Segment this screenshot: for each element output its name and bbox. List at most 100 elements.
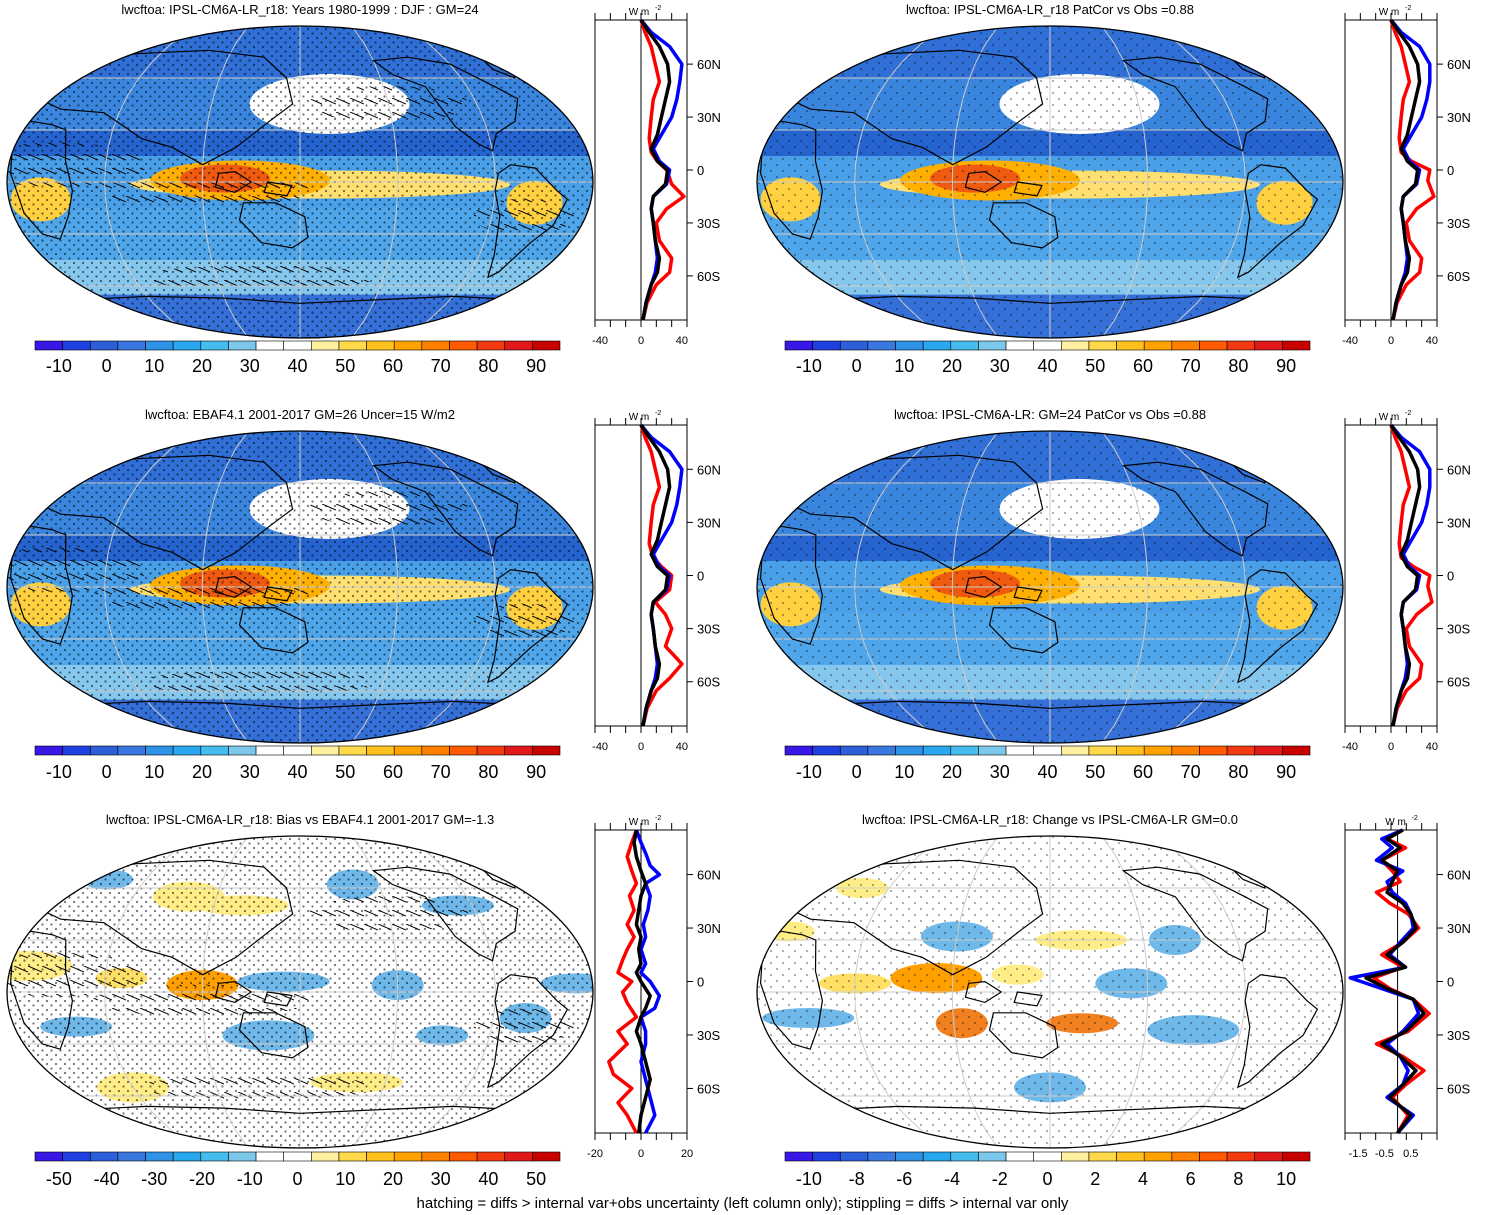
colorbar-label: 50 <box>335 356 355 376</box>
colorbar-label: 20 <box>383 1169 403 1189</box>
colorbar-swatch <box>1088 340 1117 351</box>
profile-series-black <box>632 829 652 1134</box>
colorbar-swatch <box>839 340 869 351</box>
profile-lat-label: 30N <box>697 515 721 530</box>
colorbar-swatch <box>1171 340 1200 351</box>
profile-lat-label: 60N <box>697 462 721 477</box>
zonal-profile: -40 0 40 W m -2 60N 30N 0 30S 60S <box>1342 410 1471 753</box>
coastline <box>988 1012 1059 1059</box>
graticule-lon <box>1153 26 1246 338</box>
profile-series-blue <box>1348 828 1421 1135</box>
colorbar-label: 0 <box>852 762 862 782</box>
colorbar-swatch <box>89 745 119 756</box>
graticule-lon <box>854 431 947 743</box>
colorbar-swatch <box>449 745 478 756</box>
colorbar-swatch <box>62 1151 91 1162</box>
colorbar-swatch <box>1226 745 1256 756</box>
profile-series-blue <box>639 423 684 727</box>
graticule <box>757 26 1343 338</box>
colorbar-swatch <box>255 1151 284 1162</box>
profile-lat-label: 30S <box>1447 1028 1470 1043</box>
colorbar-label: 60 <box>383 356 403 376</box>
colorbar-swatch <box>867 1151 896 1162</box>
coastline <box>214 170 253 194</box>
colorbar-swatch <box>1116 745 1145 756</box>
graticule-lon <box>104 26 197 338</box>
colorbar-label: 90 <box>526 762 546 782</box>
colorbar-swatch <box>1033 1151 1062 1162</box>
graticule-lon <box>854 836 947 1148</box>
colorbar-swatch <box>1171 745 1200 756</box>
map-border <box>6 25 594 339</box>
profile-unit-exp: -2 <box>1405 5 1411 12</box>
colorbar-swatch <box>145 340 174 351</box>
profile-xtick-label: -1.5 <box>1349 1148 1368 1160</box>
profile-xtick-label: -40 <box>592 335 608 347</box>
colorbar-swatch <box>34 340 63 351</box>
colorbar-swatch <box>1254 1151 1283 1162</box>
colorbar-label: 10 <box>335 1169 355 1189</box>
colorbar-swatch <box>1033 745 1062 756</box>
colorbar-label: 70 <box>431 762 451 782</box>
coastline <box>1013 991 1043 1007</box>
colorbar: -10 0 10 20 30 40 50 60 70 80 90 <box>34 340 561 376</box>
map-field <box>7 836 593 1148</box>
graticule-lon <box>1153 836 1246 1148</box>
colorbar-swatch <box>393 340 423 351</box>
profile-unit-exp: -2 <box>655 5 661 12</box>
coastline <box>486 974 569 1089</box>
colorbar-swatch <box>1282 340 1311 351</box>
colorbar-swatch <box>421 745 450 756</box>
profile-unit: W m <box>1385 817 1406 828</box>
colorbar-swatch <box>922 1151 952 1162</box>
colorbar-swatch <box>172 340 202 351</box>
profile-series-blue <box>634 829 662 1134</box>
panel-5: lwcftoa: IPSL-CM6A-LR_r18: Bias vs EBAF4… <box>6 812 721 1189</box>
colorbar-swatch <box>338 1151 367 1162</box>
graticule-lon <box>854 26 947 338</box>
colorbar-swatch <box>338 340 367 351</box>
profile-series-red <box>1389 19 1436 321</box>
colorbar-swatch <box>532 1151 561 1162</box>
graticule-lon <box>201 836 249 1148</box>
coastline <box>822 1105 1278 1148</box>
colorbar-swatch <box>366 1151 395 1162</box>
colorbar-swatch <box>1143 1151 1173 1162</box>
hatching-overlay <box>138 265 379 290</box>
colorbar-swatch <box>839 1151 869 1162</box>
coastline <box>1121 56 1269 152</box>
colorbar-swatch <box>255 745 284 756</box>
colorbar-swatch <box>449 340 478 351</box>
colorbar-swatch <box>476 1151 506 1162</box>
colorbar-label: 60 <box>1133 762 1153 782</box>
colorbar-label: -4 <box>944 1169 960 1189</box>
colorbar: -10 0 10 20 30 40 50 60 70 80 90 <box>784 745 1311 782</box>
hatching-overlay <box>138 670 379 695</box>
profile-unit: W m <box>629 817 650 828</box>
footer-caption: hatching = diffs > internal var+obs unce… <box>416 1195 1069 1212</box>
colorbar: -50 -40 -30 -20 -10 0 10 20 30 40 50 <box>34 1151 561 1189</box>
profile-lat-label: 60N <box>1447 462 1471 477</box>
profile-xtick-label: 0 <box>638 335 644 347</box>
graticule-lon <box>104 431 197 743</box>
colorbar-label: 30 <box>240 356 260 376</box>
colorbar-swatch <box>867 745 896 756</box>
profile-lat-label: 60S <box>1447 675 1470 690</box>
coastline <box>37 454 294 571</box>
graticule-lon <box>1101 26 1149 338</box>
panel-title: lwcftoa: IPSL-CM6A-LR_r18: Bias vs EBAF4… <box>106 812 494 827</box>
colorbar-label: 30 <box>431 1169 451 1189</box>
profile-lat-label: 60N <box>1447 57 1471 72</box>
colorbar-swatch <box>311 340 340 351</box>
colorbar-swatch <box>532 340 561 351</box>
graticule-lon <box>201 26 249 338</box>
profile-lat-label: 0 <box>697 975 704 990</box>
profile-series-black <box>1389 424 1422 727</box>
coastline <box>964 980 1003 1004</box>
colorbar-swatch <box>200 745 229 756</box>
colorbar-label: 90 <box>1276 762 1296 782</box>
colorbar-swatch <box>117 745 146 756</box>
colorbar-swatch <box>338 745 367 756</box>
profile-unit-exp: -2 <box>1412 815 1418 822</box>
